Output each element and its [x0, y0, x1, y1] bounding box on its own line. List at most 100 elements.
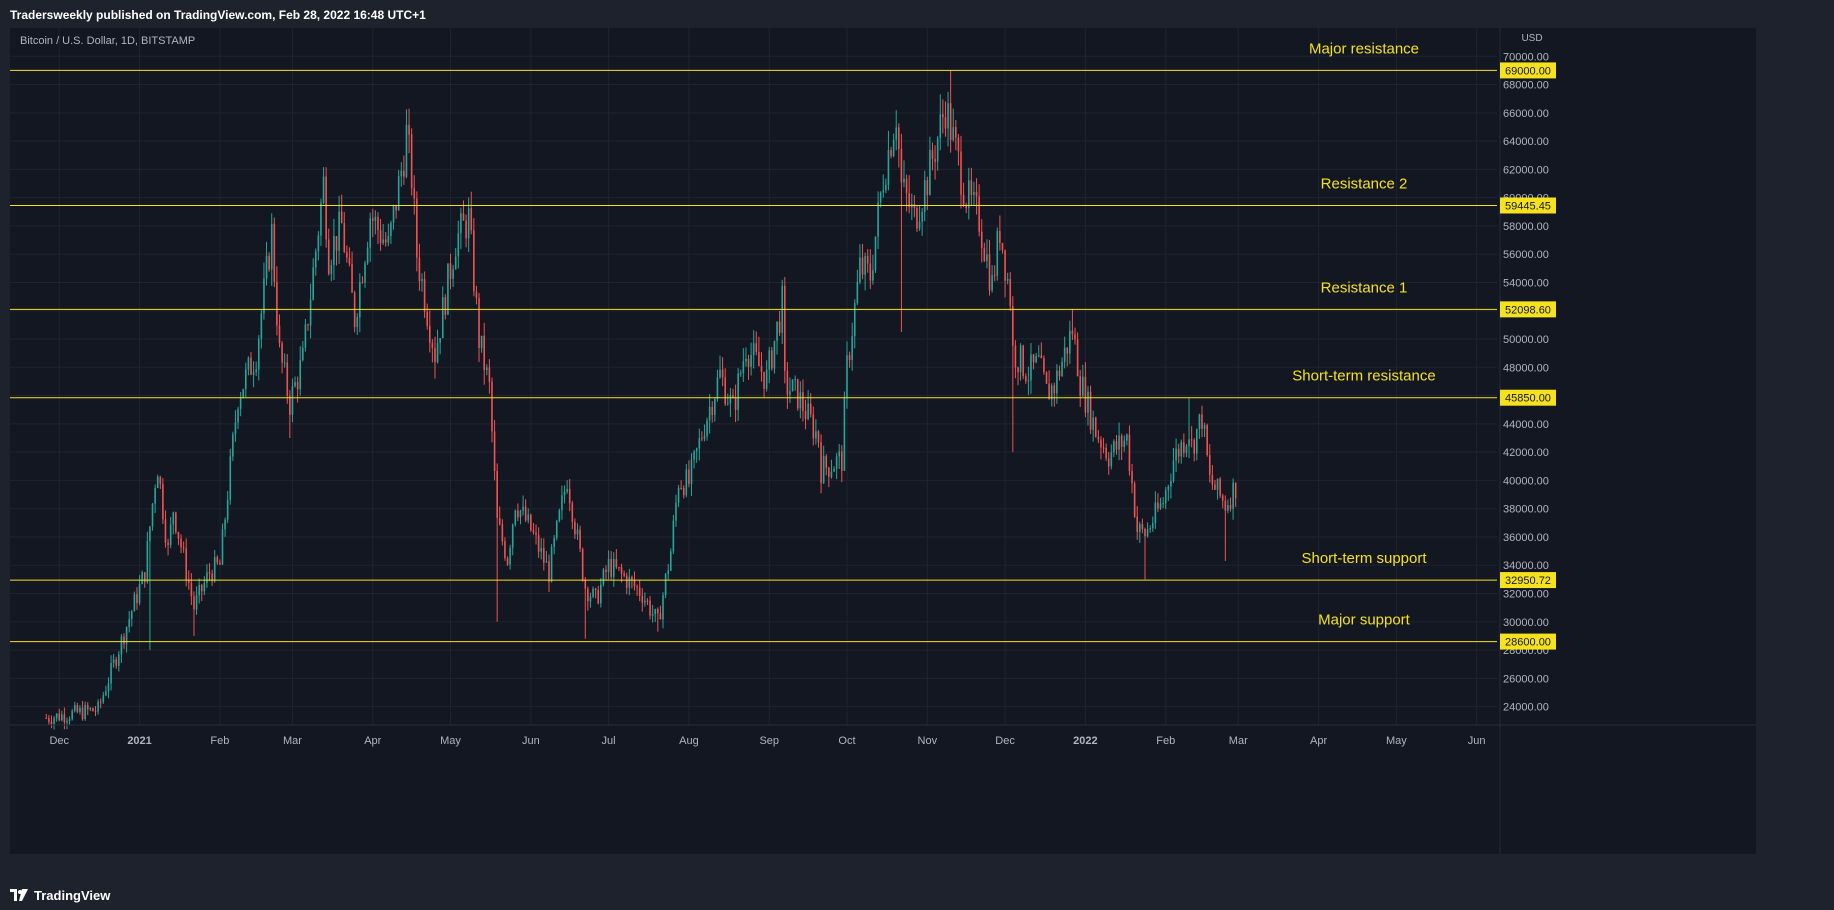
time-tick-label: Nov [918, 735, 938, 747]
candle-down [711, 406, 714, 416]
candle-down [1097, 436, 1100, 440]
chart-area[interactable]: Major resistance Resistance 2 Resistance 1… [10, 28, 1756, 854]
candle-up [973, 192, 975, 195]
candle-up [672, 520, 675, 552]
candle-up [359, 282, 361, 318]
candle-up [923, 180, 926, 212]
candle-down [76, 705, 79, 713]
candle-down [81, 707, 84, 720]
candle-down [861, 257, 864, 275]
candle-down [1022, 345, 1025, 377]
candle-up [563, 491, 566, 496]
candle-down [1032, 354, 1035, 363]
candle-up [986, 254, 988, 262]
candle-up [333, 236, 335, 265]
candle-down [187, 579, 190, 583]
candle-up [364, 263, 366, 283]
candle-up [299, 360, 302, 390]
candle-down [721, 369, 724, 378]
candle-down [483, 335, 486, 371]
candle-down [94, 711, 97, 713]
candle-up [421, 279, 423, 282]
candle-up [239, 397, 242, 410]
candle-up [195, 595, 198, 610]
candle-down [1024, 376, 1027, 382]
candle-up [708, 406, 711, 421]
candle-up [224, 519, 226, 530]
candle-down [548, 561, 550, 582]
time-tick-label: Feb [1156, 735, 1175, 747]
candle-up [872, 270, 874, 281]
price-tick-label: 62000.00 [1503, 164, 1549, 176]
candle-up [967, 180, 970, 209]
candle-up [1081, 376, 1084, 396]
candle-down [58, 713, 61, 721]
candle-down [162, 484, 164, 520]
candle-down [657, 609, 659, 614]
candle-up [452, 269, 454, 279]
candle-down [444, 297, 447, 315]
candle-down [351, 263, 353, 293]
candlestick-chart[interactable]: Major resistance Resistance 2 Resistance 1… [10, 28, 1756, 854]
candle-up [856, 282, 859, 304]
candle-down [86, 705, 89, 710]
tradingview-logo[interactable]: TradingView [10, 885, 110, 905]
candle-down [999, 231, 1001, 243]
candle-down [164, 519, 167, 543]
candle-up [677, 487, 680, 503]
candle-up [991, 275, 993, 291]
candle-down [848, 355, 851, 360]
candle-up [833, 468, 835, 472]
price-tick-label: 58000.00 [1503, 221, 1549, 233]
candle-down [395, 205, 397, 211]
candle-up [247, 357, 250, 370]
price-tick-label: 50000.00 [1503, 334, 1549, 346]
price-axis-background [1497, 28, 1756, 854]
candle-up [294, 382, 296, 387]
candle-down [182, 547, 185, 549]
candle-down [532, 530, 535, 533]
level-layer: Major resistance Resistance 2 Resistance 1… [10, 40, 1500, 643]
candle-up [929, 149, 931, 196]
candle-down [898, 127, 900, 149]
candle-down [504, 541, 506, 559]
candle-down [307, 324, 309, 326]
candle-down [618, 567, 620, 569]
candle-up [436, 342, 439, 363]
candle-up [892, 139, 895, 157]
candle-up [851, 336, 853, 360]
candle-up [1164, 490, 1167, 504]
candle-up [716, 377, 719, 400]
candle-up [61, 714, 63, 721]
candle-down [211, 573, 213, 582]
price-tick-label: 68000.00 [1503, 80, 1549, 92]
candle-down [1211, 474, 1214, 485]
candle-up [545, 561, 548, 563]
candle-up [1126, 434, 1128, 441]
candle-down [615, 559, 618, 568]
level-price-tag-label: 28600.00 [1505, 637, 1551, 649]
level-price-tag [1500, 572, 1556, 589]
candle-up [693, 451, 695, 460]
candle-up [1185, 446, 1188, 453]
candle-down [796, 379, 799, 409]
candle-down [286, 362, 289, 396]
candle-down [431, 342, 434, 348]
candle-down [216, 557, 219, 563]
candle-down [1074, 334, 1076, 340]
candle-down [159, 476, 162, 485]
candle-up [874, 236, 877, 271]
candle-down [524, 506, 527, 521]
candle-down [273, 223, 276, 282]
candle-up [511, 524, 514, 548]
candle-down [193, 596, 195, 610]
level-annotation: Short-term support [1301, 550, 1427, 567]
candle-down [944, 117, 947, 129]
candle-down [1115, 441, 1118, 450]
candle-up [737, 373, 739, 410]
candle-up [366, 247, 369, 264]
candle-up [815, 431, 817, 439]
candle-down [1043, 358, 1045, 373]
level-price-tag [1500, 633, 1556, 650]
candle-down [869, 263, 872, 281]
